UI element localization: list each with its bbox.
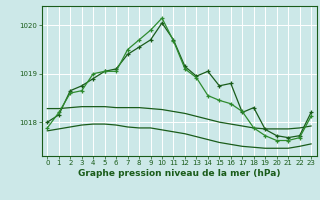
X-axis label: Graphe pression niveau de la mer (hPa): Graphe pression niveau de la mer (hPa) (78, 169, 280, 178)
